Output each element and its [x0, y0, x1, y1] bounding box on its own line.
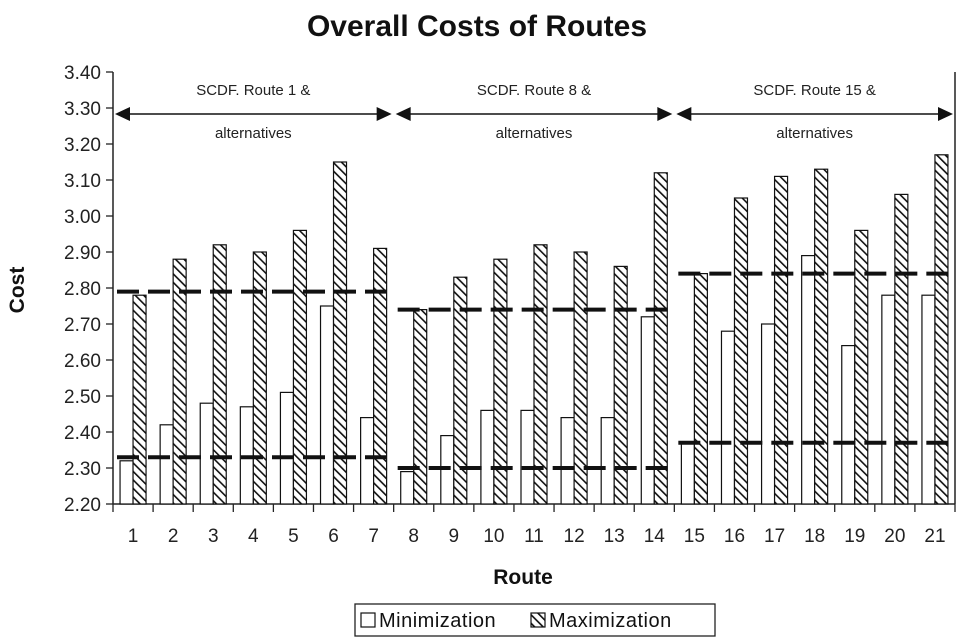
x-tick-label: 18: [804, 526, 825, 547]
bar-maximization: [613, 265, 628, 505]
bar-minimization: [921, 294, 936, 505]
legend-label-minimization: Minimization: [379, 610, 496, 632]
bar-maximization: [413, 309, 428, 505]
bar-maximization: [332, 161, 348, 505]
y-tick-label: 2.60: [64, 351, 101, 372]
x-tick-label: 19: [844, 526, 865, 547]
x-tick-label: 20: [884, 526, 905, 547]
group-arrow-head-right: [376, 107, 392, 121]
bar-minimization: [520, 409, 535, 505]
group-arrow-head-left: [115, 107, 130, 121]
bar-maximization: [453, 276, 468, 505]
bar-maximization: [934, 154, 949, 505]
bar-minimization: [801, 255, 816, 505]
x-tick-label: 13: [604, 526, 625, 547]
bar-maximization: [533, 244, 548, 505]
x-tick-label: 16: [724, 526, 745, 547]
bar-minimization: [400, 471, 415, 505]
bar-maximization: [653, 172, 668, 505]
bar-minimization: [720, 330, 736, 505]
bar-minimization: [841, 345, 856, 505]
group-label-line1: SCDF. Route 8 &: [477, 82, 591, 99]
bar-maximization: [132, 294, 147, 505]
x-tick-label: 15: [684, 526, 705, 547]
bar-maximization: [814, 168, 829, 505]
x-tick-label: 4: [248, 526, 259, 547]
y-tick-label: 2.30: [64, 459, 101, 480]
x-tick-label: 11: [524, 526, 544, 547]
x-tick-label: 17: [764, 526, 785, 547]
group-label-line1: SCDF. Route 1 &: [196, 82, 310, 99]
bar-minimization: [319, 305, 335, 505]
bar-minimization: [199, 402, 214, 505]
bar-maximization: [292, 229, 308, 505]
bar-minimization: [360, 417, 375, 505]
group-arrow-head-left: [676, 107, 692, 121]
bar-maximization: [733, 197, 749, 505]
y-tick-label: 3.30: [64, 99, 101, 120]
y-tick-label: 3.40: [64, 63, 101, 84]
y-tick-label: 3.20: [64, 135, 101, 156]
bar-minimization: [881, 294, 896, 505]
group-arrow-head-left: [395, 107, 411, 121]
x-tick-label: 2: [168, 526, 179, 547]
x-tick-label: 12: [564, 526, 585, 547]
x-tick-label: 1: [128, 526, 139, 547]
chart-title: Overall Costs of Routes: [307, 10, 647, 43]
y-tick-label: 2.90: [64, 243, 101, 264]
bar-maximization: [252, 251, 267, 505]
x-axis-title: Route: [493, 566, 553, 589]
y-tick-label: 2.40: [64, 423, 101, 444]
bar-minimization: [600, 417, 615, 505]
legend-swatch-minimization: [360, 612, 376, 628]
x-tick-label: 7: [368, 526, 379, 547]
group-label-line2: alternatives: [776, 125, 853, 142]
group-label-line2: alternatives: [496, 125, 573, 142]
x-tick-label: 10: [483, 526, 504, 547]
bar-minimization: [640, 316, 655, 505]
bar-minimization: [480, 409, 495, 505]
bar-maximization: [693, 273, 708, 505]
bar-maximization: [493, 258, 508, 505]
bar-maximization: [854, 229, 869, 505]
legend-label-maximization: Maximization: [549, 610, 672, 632]
group-label-line2: alternatives: [215, 125, 292, 142]
x-tick-label: 5: [288, 526, 299, 547]
y-tick-label: 3.00: [64, 207, 101, 228]
y-tick-label: 2.20: [64, 495, 101, 516]
bar-minimization: [279, 391, 295, 505]
y-tick-label: 3.10: [64, 171, 101, 192]
bar-minimization: [119, 460, 134, 505]
bar-maximization: [773, 175, 789, 505]
y-tick-label: 2.80: [64, 279, 101, 300]
group-label-line1: SCDF. Route 15 &: [753, 82, 876, 99]
bar-maximization: [373, 247, 388, 505]
bar-maximization: [172, 258, 187, 505]
x-tick-label: 3: [208, 526, 219, 547]
y-tick-label: 2.50: [64, 387, 101, 408]
bar-maximization: [894, 193, 909, 505]
x-tick-label: 6: [328, 526, 339, 547]
bar-minimization: [760, 323, 776, 505]
bar-maximization: [212, 244, 227, 505]
legend: Minimization Maximization: [354, 603, 716, 637]
x-tick-label: 14: [644, 526, 666, 547]
bar-minimization: [560, 417, 575, 505]
group-arrow-head-right: [657, 107, 673, 121]
y-axis-title: Cost: [6, 267, 29, 314]
bar-minimization: [159, 424, 174, 505]
x-tick-label: 8: [408, 526, 419, 547]
plot-area: 2.20 2.30 2.40 2.50 2.60 2.70 2.80 2.90 3.00 3.10…: [64, 63, 956, 547]
bar-minimization: [680, 442, 695, 505]
y-tick-label: 2.70: [64, 315, 101, 336]
legend-swatch-maximization: [530, 612, 546, 628]
bar-maximization: [573, 251, 588, 505]
group-arrow-head-right: [938, 107, 953, 121]
x-tick-label: 9: [449, 526, 460, 547]
x-tick-label: 21: [924, 526, 945, 547]
